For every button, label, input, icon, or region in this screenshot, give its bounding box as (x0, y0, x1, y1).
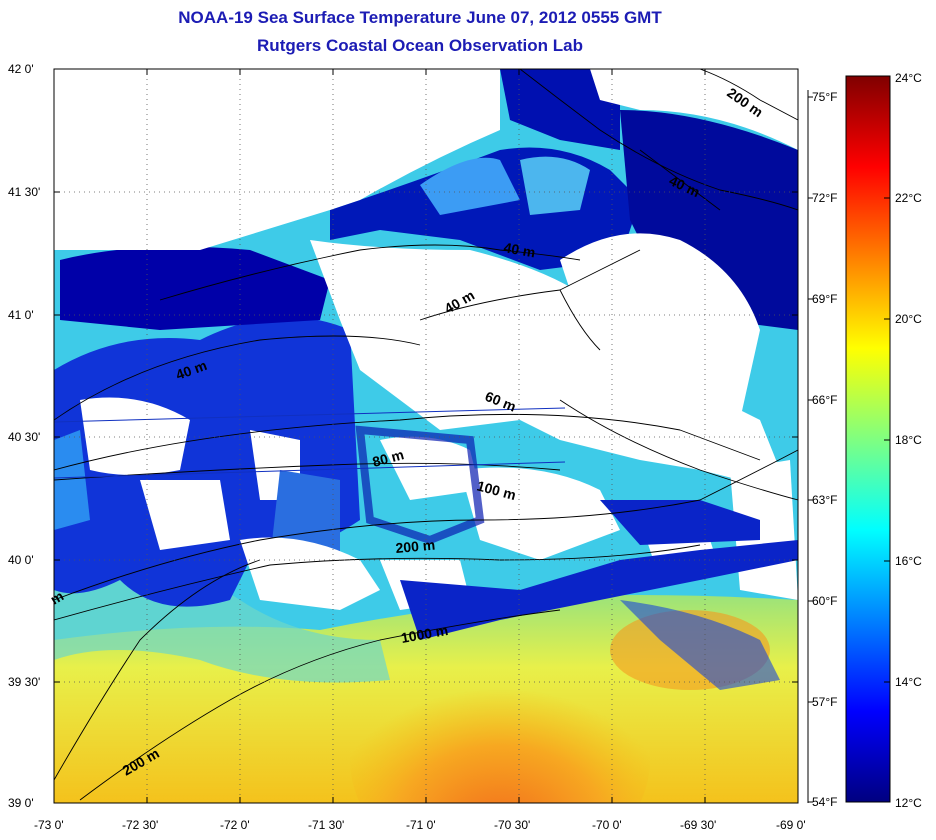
celsius-ticks (884, 197, 890, 683)
lon-label: -70 0' (592, 818, 622, 832)
lat-label: 39 0' (8, 796, 34, 810)
map-subtitle: Rutgers Coastal Ocean Observation Lab (257, 36, 583, 55)
sst-raster (54, 69, 798, 803)
lat-label: 40 0' (8, 553, 34, 567)
celsius-label: 12°C (895, 796, 922, 810)
fahrenheit-label: 63°F (812, 493, 838, 507)
lon-label: -72 30' (122, 818, 159, 832)
lat-label: 39 30' (8, 675, 41, 689)
celsius-label: 18°C (895, 433, 922, 447)
lat-label: 42 0' (8, 62, 34, 76)
fahrenheit-label: 54°F (812, 795, 838, 809)
lon-label: -71 30' (308, 818, 345, 832)
fahrenheit-axis (807, 90, 813, 803)
isobath-label: 40 m (502, 239, 536, 260)
fahrenheit-label: 60°F (812, 594, 838, 608)
lon-label: -69 30' (680, 818, 717, 832)
frame-ticks (54, 69, 798, 803)
lon-label: -71 0' (406, 818, 436, 832)
colorbar (845, 75, 891, 803)
map-title: NOAA-19 Sea Surface Temperature June 07,… (178, 8, 662, 27)
lon-label: -72 0' (220, 818, 250, 832)
lon-label: -73 0' (34, 818, 64, 832)
graticule (54, 69, 798, 803)
fahrenheit-label: 57°F (812, 695, 838, 709)
celsius-label: 16°C (895, 554, 922, 568)
isobath-lines (54, 69, 798, 801)
transect-lines (54, 407, 566, 479)
isobath-label: 80 m (371, 446, 406, 470)
celsius-label: 20°C (895, 312, 922, 326)
celsius-label: 24°C (895, 71, 922, 85)
fahrenheit-label: 69°F (812, 292, 838, 306)
celsius-label: 22°C (895, 191, 922, 205)
fahrenheit-label: 75°F (812, 90, 838, 104)
lon-label: -70 30' (494, 818, 531, 832)
fahrenheit-label: 66°F (812, 393, 838, 407)
celsius-label: 14°C (895, 675, 922, 689)
fahrenheit-label: 72°F (812, 191, 838, 205)
lat-label: 41 0' (8, 308, 34, 322)
isobath-label: 200 m (395, 537, 436, 556)
lon-label: -69 0' (776, 818, 806, 832)
lat-label: 40 30' (8, 430, 41, 444)
lat-label: 41 30' (8, 185, 41, 199)
